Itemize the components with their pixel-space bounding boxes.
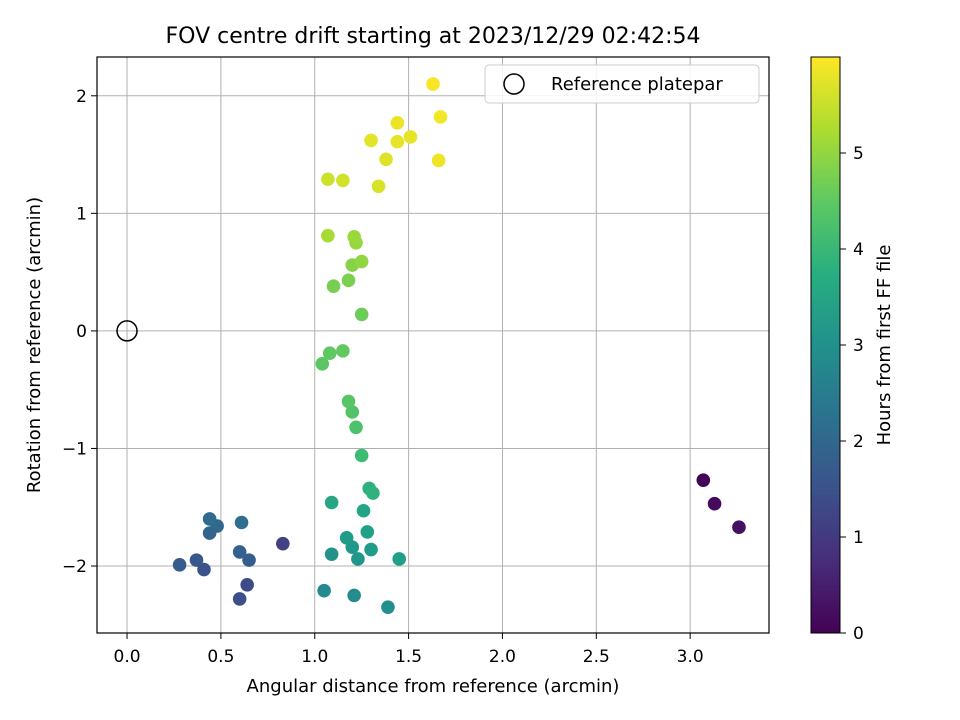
data-point <box>707 496 722 511</box>
reference-platepar-marker <box>116 320 138 342</box>
data-point <box>354 307 369 322</box>
data-point <box>392 552 407 566</box>
legend: Reference platepar <box>484 64 760 104</box>
data-point <box>240 578 254 592</box>
data-point <box>317 583 331 598</box>
x-tick-label: 3.0 <box>677 647 704 667</box>
x-tick-label: 1.0 <box>301 647 328 667</box>
data-point <box>326 279 341 294</box>
data-point <box>356 503 371 518</box>
data-point <box>347 230 361 244</box>
colorbar-tick-label: 0 <box>853 624 864 644</box>
data-point <box>341 273 356 288</box>
y-tick-label: 2 <box>76 87 87 107</box>
data-point <box>732 520 746 535</box>
plot-frame <box>96 56 770 634</box>
reference-marker-layer <box>116 320 138 342</box>
data-point <box>232 545 247 559</box>
data-point <box>336 173 350 188</box>
legend-label: Reference platepar <box>551 74 723 95</box>
data-point <box>242 553 256 567</box>
data-point <box>276 536 290 551</box>
x-tick-label: 2.5 <box>583 647 610 667</box>
data-point <box>347 588 361 603</box>
data-point <box>354 254 369 269</box>
x-tick-label: 2.0 <box>489 647 516 667</box>
data-point <box>381 600 395 614</box>
x-ticks: 0.0 0.5 1.0 1.5 2.0 2.5 3.0 <box>114 633 704 667</box>
colorbar-tick-label: 1 <box>853 528 864 548</box>
data-point <box>426 77 440 91</box>
data-point <box>189 553 204 567</box>
y-ticks: −2 −1 0 1 2 <box>62 87 97 577</box>
y-axis-label: Rotation from reference (arcmin) <box>24 197 45 493</box>
data-point <box>321 228 335 243</box>
data-point <box>172 558 187 572</box>
data-point <box>371 179 386 194</box>
x-tick-label: 0.0 <box>114 647 141 667</box>
data-point <box>339 530 354 545</box>
data-point <box>322 346 337 361</box>
data-point <box>431 153 446 168</box>
data-point <box>234 515 249 530</box>
colorbar: 0 1 2 3 4 5 Hours from first FF file <box>810 56 895 644</box>
colorbar-tick-label: 3 <box>853 336 864 356</box>
data-point <box>403 130 418 144</box>
data-point <box>364 542 378 557</box>
data-point <box>341 394 356 409</box>
x-axis-label: Angular distance from reference (arcmin) <box>247 676 620 697</box>
data-points <box>172 77 746 614</box>
data-point <box>390 116 405 130</box>
data-point <box>336 344 350 358</box>
x-tick-label: 1.5 <box>395 647 422 667</box>
colorbar-tick-label: 5 <box>853 144 864 164</box>
data-point <box>351 552 365 566</box>
data-point <box>354 448 369 463</box>
colorbar-label: Hours from first FF file <box>874 245 895 446</box>
y-tick-label: −2 <box>62 557 87 577</box>
data-point <box>390 134 405 149</box>
chart-title: FOV centre drift starting at 2023/12/29 … <box>166 24 701 49</box>
data-point <box>349 420 363 435</box>
data-point <box>232 592 247 606</box>
legend-box <box>484 64 760 104</box>
data-point <box>324 547 339 562</box>
data-point <box>360 525 375 539</box>
x-tick-label: 0.5 <box>207 647 234 667</box>
data-point <box>315 357 330 371</box>
legend-marker-icon <box>503 73 525 95</box>
y-tick-label: −1 <box>62 439 87 459</box>
data-point <box>197 562 211 577</box>
data-point <box>696 473 711 487</box>
data-point <box>433 110 448 124</box>
data-point <box>324 495 339 510</box>
grid <box>97 57 769 633</box>
y-tick-label: 1 <box>76 204 87 224</box>
data-point <box>379 152 393 167</box>
data-point <box>366 486 380 500</box>
colorbar-tick-label: 2 <box>853 432 864 452</box>
y-tick-label: 0 <box>76 322 87 342</box>
data-point <box>202 512 217 526</box>
data-point <box>345 405 360 419</box>
colorbar-tick-label: 4 <box>853 240 864 260</box>
data-point <box>321 172 335 187</box>
colorbar-ticks: 0 1 2 3 4 5 <box>840 144 864 644</box>
colorbar-gradient <box>810 56 841 634</box>
data-point <box>364 133 378 148</box>
